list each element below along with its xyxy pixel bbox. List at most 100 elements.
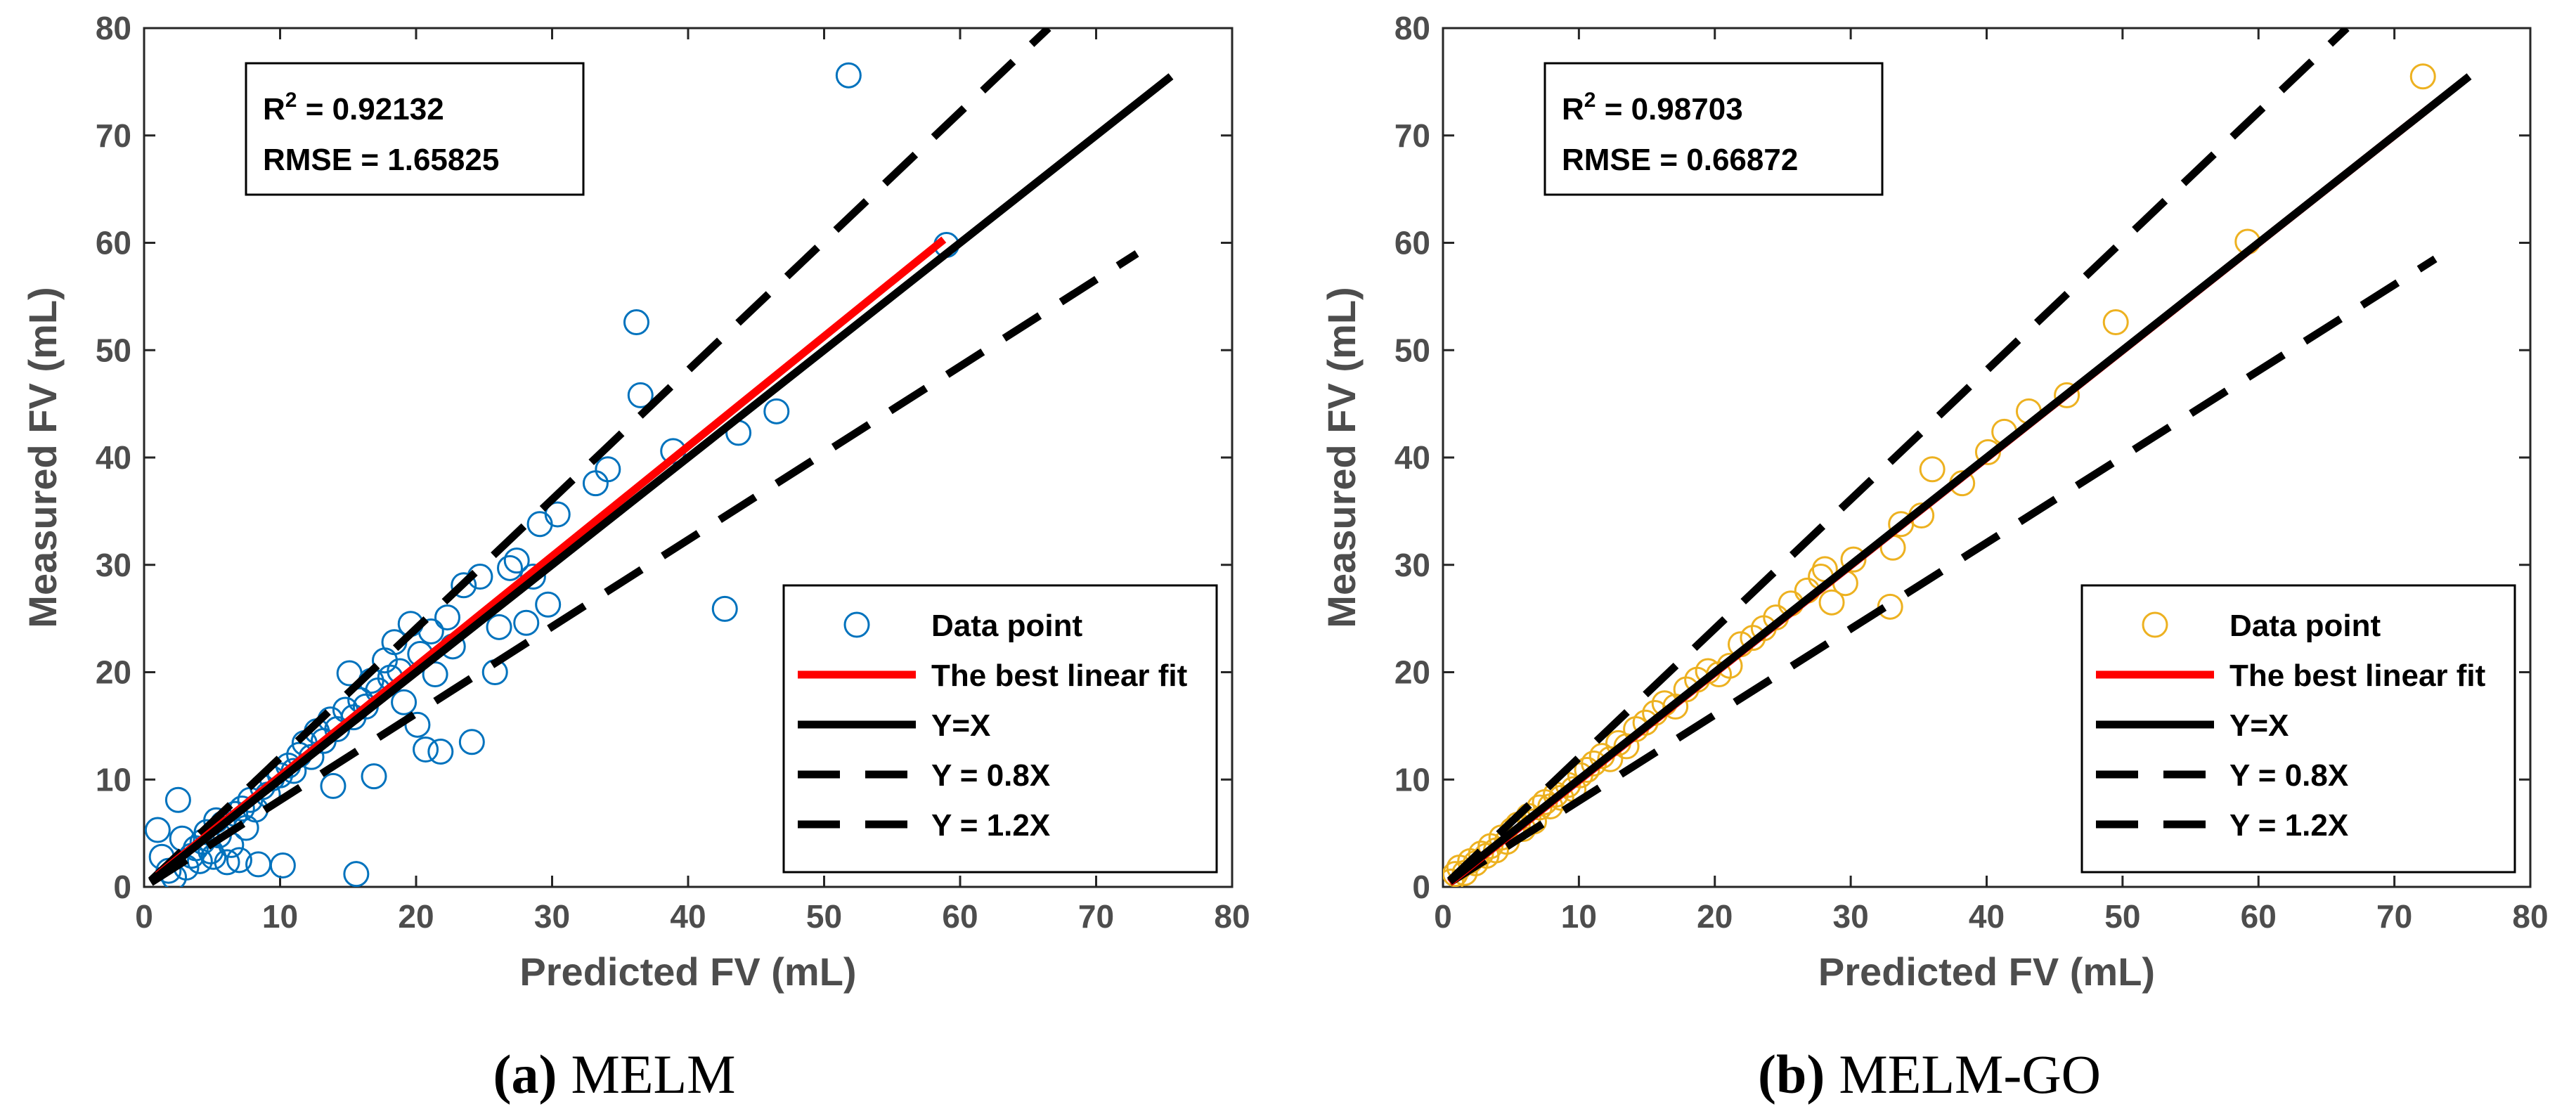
data-point <box>1818 589 1845 616</box>
data-point <box>451 572 477 599</box>
data-point <box>1840 546 1867 573</box>
data-point <box>458 729 485 755</box>
y-tick-label: 80 <box>1394 10 1430 46</box>
svg-text:(b)MELM-GO: (b) MELM-GO <box>1758 1044 2101 1105</box>
data-point <box>226 847 252 874</box>
x-tick-label: 30 <box>1833 898 1869 935</box>
data-point <box>413 736 439 763</box>
data-point <box>391 689 418 715</box>
data-point <box>486 614 512 640</box>
y-tick-label: 50 <box>1394 332 1430 368</box>
r-squared-superscript: 2 <box>285 89 297 112</box>
plot-data <box>1443 28 2472 887</box>
y-tick-label: 10 <box>96 761 131 798</box>
data-point <box>711 595 738 622</box>
data-point <box>2054 382 2080 408</box>
legend-label: Y=X <box>931 708 990 743</box>
data-point <box>1597 746 1624 772</box>
y-tick-label: 0 <box>113 869 131 905</box>
stats-box <box>245 62 585 196</box>
r-squared-text: R2 = 0.98703 <box>1562 89 1743 126</box>
x-axis-label: Predicted FV (mL) <box>1818 949 2155 994</box>
x-tick-label: 80 <box>1214 898 1250 935</box>
data-point <box>422 661 448 688</box>
data-point <box>320 772 347 799</box>
legend-label: Data point <box>931 609 1082 643</box>
x-tick-label: 20 <box>398 898 434 935</box>
y-axis-label: Measured FV (mL) <box>20 287 65 628</box>
line-y-equals-x-overlay <box>148 73 1174 885</box>
data-point <box>214 849 240 876</box>
legend-label: Y=X <box>2229 708 2289 743</box>
rmse-text: RMSE = 1.65825 <box>263 143 499 177</box>
x-tick-label: 10 <box>1561 898 1597 935</box>
data-point <box>144 817 171 843</box>
legend-box <box>782 584 1218 874</box>
caption-b: (b) MELM-GO <box>1758 1044 2101 1105</box>
data-point <box>434 604 461 631</box>
data-point <box>763 398 790 424</box>
x-tick-label: 0 <box>135 898 153 935</box>
y-tick-label: 30 <box>96 547 131 583</box>
panel-b: 0 10 20 30 40 50 60 70 80 0 10 20 30 40 50 60 70 80 Predic… <box>1319 10 2549 994</box>
x-tick-label: 40 <box>1969 898 2005 935</box>
y-tick-label: 0 <box>1412 869 1430 905</box>
legend-data-point-marker <box>843 611 870 638</box>
data-point <box>835 62 862 89</box>
y-tick-label: 10 <box>1394 761 1430 798</box>
legend-box <box>2080 584 2516 874</box>
data-point <box>2102 309 2129 336</box>
y-tick-label: 40 <box>1394 439 1430 476</box>
legend-label: Y = 0.8X <box>931 758 1050 793</box>
y-tick-label: 50 <box>96 332 131 368</box>
x-tick-label: 70 <box>2376 898 2412 935</box>
x-tick-label: 60 <box>942 898 978 935</box>
data-point <box>1919 456 1946 483</box>
x-tick-label: 60 <box>2241 898 2277 935</box>
data-point <box>1443 868 1465 887</box>
data-point <box>503 547 530 574</box>
data-point <box>544 501 571 528</box>
x-tick-label: 40 <box>670 898 706 935</box>
legend-label: The best linear fit <box>931 658 1188 693</box>
data-point <box>1877 593 1903 620</box>
legend-label: Y = 1.2X <box>2229 808 2348 843</box>
y-tick-label: 20 <box>1394 654 1430 691</box>
data-point <box>497 554 524 581</box>
data-point <box>623 309 649 336</box>
y-tick-label: 40 <box>96 439 131 476</box>
svg-text:(a)MELM: (a) MELM <box>493 1044 736 1105</box>
x-tick-label: 50 <box>2104 898 2140 935</box>
data-point <box>164 786 191 813</box>
y-tick-label: 60 <box>96 225 131 261</box>
y-tick-label: 70 <box>1394 117 1430 154</box>
data-point <box>627 382 654 408</box>
r-squared-superscript: 2 <box>1584 89 1596 112</box>
data-point <box>1613 733 1640 760</box>
y-axis-label: Measured FV (mL) <box>1319 287 1364 628</box>
r-squared-symbol: R <box>263 92 285 126</box>
y-tick-label: 60 <box>1394 225 1430 261</box>
y-tick-label: 70 <box>96 117 131 154</box>
x-axis-label: Predicted FV (mL) <box>519 949 856 994</box>
x-tick-label: 80 <box>2512 898 2548 935</box>
data-point <box>267 762 293 789</box>
x-tick-label: 0 <box>1434 898 1452 935</box>
legend-label: The best linear fit <box>2229 658 2486 693</box>
plot-data <box>144 28 1174 887</box>
x-tick-label: 20 <box>1697 898 1733 935</box>
data-point <box>595 456 621 483</box>
x-tick-label: 30 <box>534 898 570 935</box>
y-tick-label: 20 <box>96 654 131 691</box>
r-squared-symbol: R <box>1562 92 1584 126</box>
caption-a-letter: (a) <box>493 1044 557 1105</box>
r-squared-value: = 0.92132 <box>297 92 444 126</box>
r-squared-text: R2 = 0.92132 <box>263 89 444 126</box>
data-point <box>361 763 387 790</box>
data-point <box>513 609 540 636</box>
y-tick-label: 80 <box>96 10 131 46</box>
x-tick-label: 70 <box>1078 898 1114 935</box>
data-point <box>2409 63 2436 90</box>
caption-a-text: MELM <box>571 1044 735 1105</box>
line-y-equals-x-overlay <box>1447 73 2472 885</box>
